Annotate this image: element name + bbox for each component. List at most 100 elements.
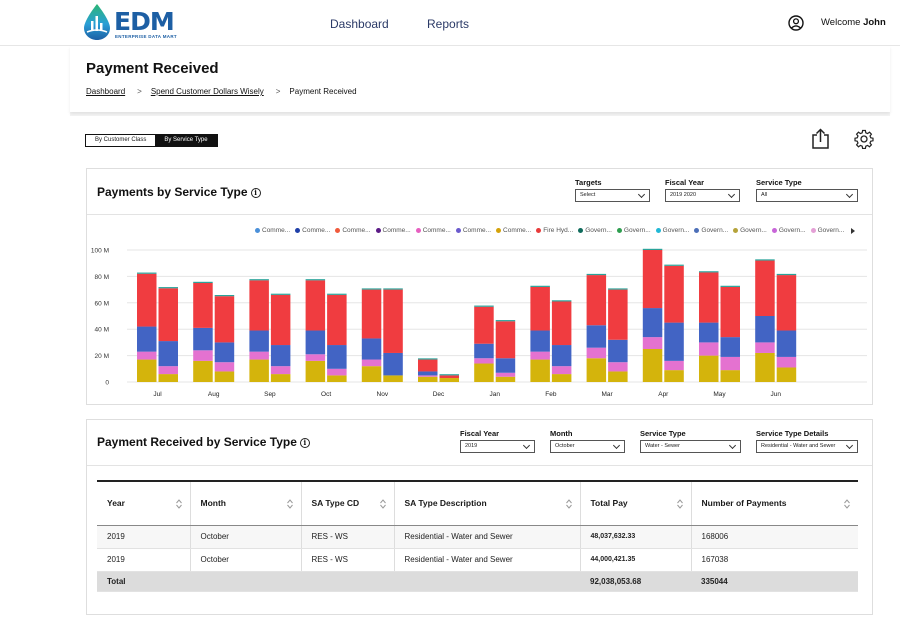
legend-item[interactable]: Govern... (694, 227, 728, 234)
select-value: Residential - Water and Sewer (761, 443, 836, 449)
service-type-details-select[interactable]: Residential - Water and Sewer (756, 440, 858, 453)
table-row[interactable]: 2019 October RES - WS Residential - Wate… (97, 548, 858, 572)
bar-segment (193, 360, 213, 382)
legend-item[interactable]: Comme... (255, 227, 290, 234)
bar-segment (305, 360, 326, 382)
sort-icon[interactable] (565, 499, 572, 509)
table-row[interactable]: 2019 October RES - WS Residential - Wate… (97, 525, 858, 549)
targets-select[interactable]: Select (575, 189, 650, 202)
legend-label: Govern... (778, 227, 806, 234)
user-account-icon[interactable] (788, 15, 804, 31)
legend-label: Govern... (623, 227, 651, 234)
legend-item[interactable]: Comme... (295, 227, 330, 234)
legend-next-arrow-icon[interactable] (851, 228, 855, 234)
filter-label: Fiscal Year (460, 429, 500, 438)
column-header-total-pay[interactable]: Total Pay (579, 480, 691, 526)
bar-segment (270, 374, 291, 382)
bar-segment (664, 370, 684, 382)
sort-icon[interactable] (844, 499, 850, 509)
column-header-sa-type-description[interactable]: SA Type Description (393, 480, 580, 526)
bar-segment (551, 301, 572, 346)
page-title: Payment Received (86, 60, 219, 77)
sort-icon[interactable] (379, 499, 386, 509)
legend-label: Comme... (262, 227, 291, 234)
bar-segment (474, 363, 494, 382)
legend-item[interactable]: Comme... (455, 227, 491, 234)
bar-segment (361, 359, 382, 367)
sort-icon[interactable] (676, 499, 683, 509)
bar-segment (642, 349, 663, 382)
column-header-number-of-payments[interactable]: Number of Payments (690, 480, 858, 526)
fiscal-year-select[interactable]: 2019 2020 (665, 189, 740, 202)
bar-top-segment (249, 279, 269, 281)
breadcrumb-spend-customer-dollars[interactable]: Spend Customer Dollars Wisely (150, 87, 264, 96)
legend-item[interactable]: Fire Hyd... (536, 227, 573, 234)
service-type-select[interactable]: All (756, 189, 858, 202)
legend-item[interactable]: Govern... (578, 227, 612, 234)
info-icon[interactable]: i (299, 438, 310, 448)
bar-segment (361, 289, 382, 339)
bar-top-segment (439, 374, 459, 376)
legend-item[interactable]: Govern... (616, 227, 651, 234)
bar-segment (608, 371, 628, 382)
legend-swatch (335, 228, 341, 233)
legend-item[interactable]: Govern... (733, 227, 767, 234)
table-panel-title: Payment Received by Service Type i (97, 435, 310, 449)
legend-item[interactable]: Comme... (375, 227, 411, 234)
cell-total-pay: 44,000,421.35 (579, 548, 691, 572)
legend-item[interactable]: Govern... (771, 227, 806, 234)
month-filter: Month October (550, 429, 625, 453)
bar-top-segment (418, 358, 438, 360)
nav-reports[interactable]: Reports (427, 17, 470, 31)
bar-segment (551, 345, 572, 367)
toggle-by-service-type[interactable]: By Service Type (155, 135, 217, 146)
payment-received-by-service-type-panel: Payment Received by Service Type i Fiscal… (86, 419, 873, 615)
bar-segment (249, 351, 269, 360)
settings-gear-icon[interactable] (854, 129, 874, 149)
column-header-year[interactable]: Year (97, 480, 190, 526)
total-empty-cell (394, 571, 580, 592)
title-bar (70, 46, 890, 112)
x-tick-label: Sep (264, 391, 276, 398)
column-header-sa-type-cd[interactable]: SA Type CD (300, 480, 394, 526)
welcome-prefix: Welcome (821, 17, 861, 28)
legend-swatch (771, 228, 777, 233)
legend-item[interactable]: Comme... (496, 227, 531, 234)
filter-label: Service Type Details (756, 429, 829, 438)
bar-segment (720, 286, 740, 338)
y-tick-label: 20 M (95, 353, 109, 360)
legend-item[interactable]: Comme... (335, 227, 371, 234)
bar-segment (755, 316, 775, 343)
x-tick-label: Dec (433, 391, 445, 398)
info-icon[interactable]: i (250, 188, 261, 198)
chevron-down-icon (845, 441, 854, 450)
legend-label: Govern... (817, 227, 845, 234)
bar-segment (137, 351, 157, 360)
bar-segment (214, 362, 235, 372)
bar-segment (383, 352, 403, 376)
bar-segment (474, 358, 494, 364)
cell-sa-type-description: Residential - Water and Sewer (393, 548, 580, 572)
edm-logo[interactable]: EDM ENTERPRISE DATA MART (82, 3, 187, 43)
toggle-by-customer-class[interactable]: By Customer Class (95, 137, 147, 143)
sort-icon[interactable] (286, 499, 293, 509)
column-header-month[interactable]: Month (189, 480, 301, 526)
table-service-type-select[interactable]: Water - Sewer (640, 440, 741, 453)
bar-segment (158, 374, 178, 382)
chart-panel-title: Payments by Service Type i (97, 185, 261, 199)
legend-item[interactable]: Govern... (810, 227, 845, 234)
breadcrumb-dashboard[interactable]: Dashboard (86, 87, 126, 96)
bar-segment (327, 375, 347, 382)
legend-item[interactable]: Govern... (655, 227, 689, 234)
share-export-icon[interactable] (811, 128, 830, 149)
cell-number-of-payments: 167038 (690, 548, 858, 572)
bar-top-segment (361, 288, 382, 290)
filter-label: Targets (575, 178, 602, 187)
bar-top-segment (586, 273, 607, 276)
x-tick-label: Feb (545, 391, 557, 398)
nav-dashboard[interactable]: Dashboard (330, 17, 389, 31)
sort-icon[interactable] (175, 499, 182, 509)
legend-item[interactable]: Comme... (415, 227, 451, 234)
table-fiscal-year-select[interactable]: 2019 (460, 440, 535, 453)
month-select[interactable]: October (550, 440, 625, 453)
